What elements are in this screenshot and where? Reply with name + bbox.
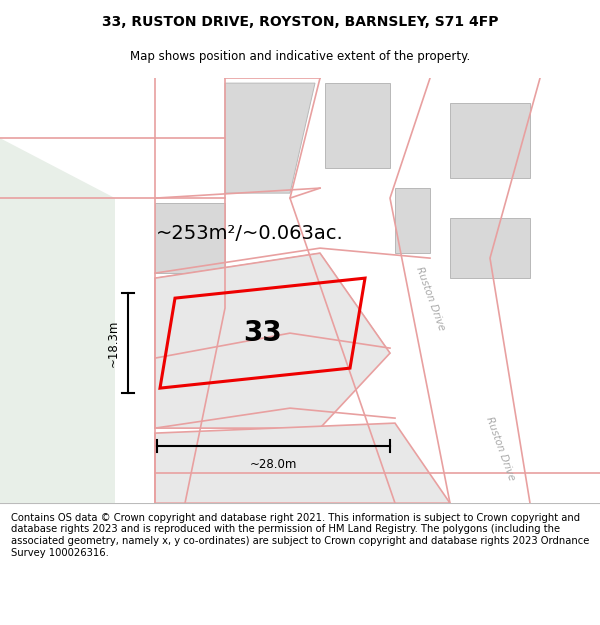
Polygon shape [325,83,390,168]
Text: Ruston Drive: Ruston Drive [414,265,446,331]
Polygon shape [155,423,450,503]
Text: Ruston Drive: Ruston Drive [484,415,516,481]
Polygon shape [450,103,530,178]
Polygon shape [450,218,530,278]
Text: ~18.3m: ~18.3m [107,319,119,367]
Text: 33, RUSTON DRIVE, ROYSTON, BARNSLEY, S71 4FP: 33, RUSTON DRIVE, ROYSTON, BARNSLEY, S71… [102,15,498,29]
Text: Contains OS data © Crown copyright and database right 2021. This information is : Contains OS data © Crown copyright and d… [11,513,589,558]
Text: ~253m²/~0.063ac.: ~253m²/~0.063ac. [156,224,344,243]
Text: ~28.0m: ~28.0m [250,458,297,471]
Polygon shape [155,253,390,428]
Polygon shape [0,138,115,503]
Polygon shape [155,203,225,273]
Polygon shape [155,253,390,428]
Text: Map shows position and indicative extent of the property.: Map shows position and indicative extent… [130,50,470,62]
Text: 33: 33 [243,319,282,347]
Polygon shape [395,188,430,253]
Polygon shape [225,83,315,193]
